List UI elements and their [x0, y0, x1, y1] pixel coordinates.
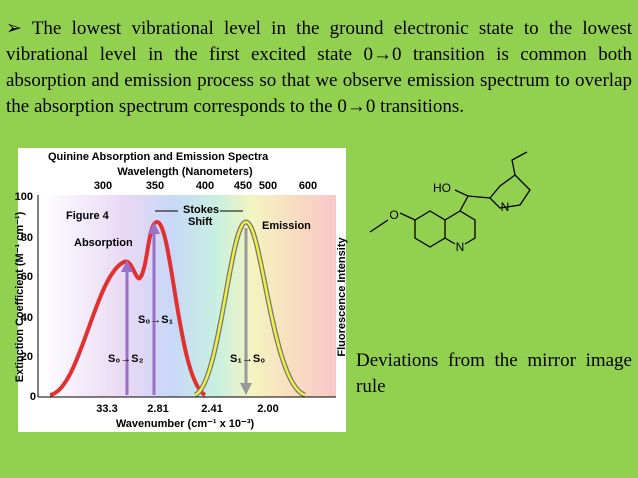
atom-label: N: [501, 200, 510, 214]
y-tick: 20: [21, 351, 33, 363]
arrow-head: [240, 383, 252, 395]
bottom-tick: 2.81: [147, 403, 168, 415]
caption: Deviations from the mirror image rule: [356, 350, 632, 397]
top-tick: 400: [196, 180, 214, 192]
y-tick: 0: [30, 391, 36, 403]
atom-label: N: [456, 240, 465, 254]
top-tick: 600: [299, 180, 317, 192]
figure-label: Figure 4: [66, 210, 110, 222]
figure: Quinine Absorption and Emission Spectra …: [14, 148, 348, 432]
transition-label: S₁→S₀: [230, 353, 265, 365]
y-tick: 40: [21, 312, 33, 324]
bullet-text: ➢ The lowest vibrational level in the gr…: [6, 18, 632, 117]
y-tick: 80: [21, 232, 33, 244]
top-tick: 450: [234, 180, 252, 192]
bond: [454, 151, 531, 212]
y-tick: 60: [21, 271, 33, 283]
atom-label: HO: [433, 181, 451, 195]
right-axis-label: Fluorescence Intensity: [336, 237, 348, 357]
y-tick: 100: [15, 191, 33, 203]
transition-label: S₀→S₂: [108, 353, 144, 365]
top-tick: 500: [259, 180, 277, 192]
atom-label: O: [389, 208, 398, 222]
shift-label: Shift: [188, 216, 213, 228]
stokes-label: Stokes: [183, 204, 219, 216]
top-tick: 300: [94, 180, 112, 192]
top-tick: 350: [146, 180, 164, 192]
top-axis-label: Wavelength (Nanometers): [117, 166, 253, 178]
absorption-label: Absorption: [74, 237, 133, 249]
ring: [444, 210, 476, 245]
bond: [369, 212, 416, 233]
absorption-curve: [49, 219, 207, 397]
bottom-axis-label: Wavenumber (cm⁻¹ x 10⁻³): [116, 418, 255, 430]
arrow-head: [121, 260, 133, 272]
ring: [414, 210, 446, 248]
y-axis-label: Extinction Coefficient (M⁻¹ cm⁻¹): [14, 211, 26, 382]
transition-label: S₀→S₁: [138, 314, 174, 326]
molecule: O HO N N: [369, 151, 531, 254]
bottom-tick: 2.41: [201, 403, 222, 415]
emission-label: Emission: [262, 220, 311, 232]
arrow-head: [148, 222, 160, 234]
emission-curve: [194, 220, 306, 397]
bottom-tick: 33.3: [96, 403, 117, 415]
bottom-tick: 2.00: [257, 403, 278, 415]
figure-title: Quinine Absorption and Emission Spectra: [48, 151, 269, 163]
